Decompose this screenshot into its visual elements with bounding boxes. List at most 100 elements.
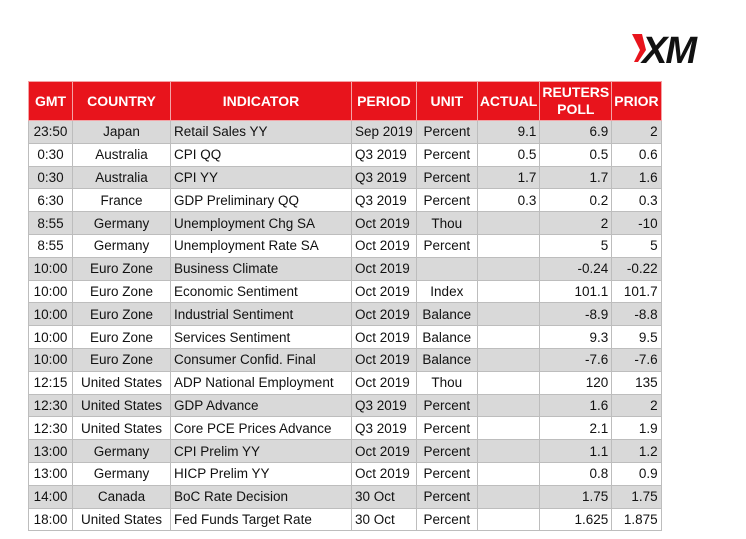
cell-prior: 2 [611,393,662,418]
cell-poll: 1.7 [539,165,613,190]
table-row: 0:30 Australia CPI QQ Q3 2019 Percent 0.5 0.5 0… [28,142,662,167]
cell-actual [476,507,541,532]
cell-unit: Percent [415,507,478,532]
cell-poll: 2.1 [539,416,613,441]
cell-country: Australia [72,142,171,167]
table-row: 14:00 Canada BoC Rate Decision 30 Oct Percen… [28,484,662,509]
cell-gmt: 14:00 [28,484,73,509]
cell-gmt: 10:00 [28,256,73,281]
table-row: 6:30 France GDP Preliminary QQ Q3 2019 Perce… [28,188,662,213]
cell-gmt: 23:50 [28,120,73,144]
cell-unit: Balance [415,325,478,349]
cell-period: Oct 2019 [351,370,417,395]
cell-poll: 9.3 [539,325,613,349]
cell-country: Euro Zone [72,256,171,281]
header-reuters-poll-line1: REUTERS [542,84,610,100]
cell-poll: 1.625 [539,507,613,532]
cell-indicator: Unemployment Chg SA [170,211,352,235]
table-row: 10:00 Euro Zone Economic Sentiment Oct 2019… [28,279,662,304]
cell-country: Euro Zone [72,302,171,327]
cell-gmt: 10:00 [28,302,73,327]
cell-gmt: 13:00 [28,461,73,486]
cell-poll: 0.8 [539,461,613,486]
table-row: 8:55 Germany Unemployment Chg SA Oct 2019 Th… [28,211,662,235]
table-body: 23:50 Japan Retail Sales YY Sep 2019 Percent… [28,120,662,532]
header-country: COUNTRY [72,81,171,121]
cell-prior: 0.9 [611,461,662,486]
table-row: 12:30 United States Core PCE Prices Advanc… [28,416,662,441]
table-row: 10:00 Euro Zone Consumer Confid. Final Oct … [28,347,662,372]
cell-gmt: 13:00 [28,439,73,463]
header-reuters-poll: REUTERS POLL [539,81,613,121]
cell-country: United States [72,393,171,418]
cell-gmt: 0:30 [28,142,73,167]
cell-indicator: GDP Advance [170,393,352,418]
cell-period: Sep 2019 [351,120,417,144]
cell-prior: 9.5 [611,325,662,349]
cell-poll: 1.75 [539,484,613,509]
cell-poll: -7.6 [539,347,613,372]
cell-unit [415,256,478,281]
header-indicator: INDICATOR [170,81,352,121]
table-row: 10:00 Euro Zone Business Climate Oct 2019 -0… [28,256,662,281]
cell-prior: 1.6 [611,165,662,190]
cell-country: Euro Zone [72,279,171,304]
cell-actual: 9.1 [476,120,541,144]
cell-indicator: Core PCE Prices Advance [170,416,352,441]
xm-logo-mark [632,34,646,62]
cell-period: Q3 2019 [351,416,417,441]
cell-country: France [72,188,171,213]
cell-gmt: 10:00 [28,325,73,349]
cell-period: Oct 2019 [351,325,417,349]
cell-actual [476,256,541,281]
xm-logo: XM [632,30,700,68]
cell-poll: 1.6 [539,393,613,418]
cell-country: Japan [72,120,171,144]
cell-indicator: Consumer Confid. Final [170,347,352,372]
cell-gmt: 0:30 [28,165,73,190]
table-row: 10:00 Euro Zone Services Sentiment Oct 2019… [28,325,662,349]
cell-prior: 1.2 [611,439,662,463]
cell-actual [476,461,541,486]
cell-period: Q3 2019 [351,393,417,418]
cell-unit: Percent [415,165,478,190]
cell-prior: 135 [611,370,662,395]
cell-indicator: HICP Prelim YY [170,461,352,486]
cell-prior: 0.6 [611,142,662,167]
cell-prior: -7.6 [611,347,662,372]
cell-unit: Percent [415,416,478,441]
cell-country: United States [72,507,171,532]
table-row: 12:15 United States ADP National Employmen… [28,370,662,395]
cell-poll: 5 [539,233,613,258]
cell-prior: -8.8 [611,302,662,327]
cell-period: Oct 2019 [351,347,417,372]
cell-gmt: 10:00 [28,279,73,304]
cell-unit: Balance [415,347,478,372]
cell-unit: Percent [415,188,478,213]
cell-actual: 1.7 [476,165,541,190]
cell-unit: Thou [415,211,478,235]
cell-gmt: 8:55 [28,211,73,235]
cell-prior: -0.22 [611,256,662,281]
cell-actual [476,393,541,418]
cell-prior: 0.3 [611,188,662,213]
cell-poll: -8.9 [539,302,613,327]
cell-poll: -0.24 [539,256,613,281]
cell-unit: Percent [415,484,478,509]
cell-poll: 2 [539,211,613,235]
cell-unit: Percent [415,439,478,463]
cell-unit: Percent [415,142,478,167]
cell-period: Oct 2019 [351,461,417,486]
cell-actual [476,370,541,395]
cell-unit: Percent [415,393,478,418]
cell-actual [476,211,541,235]
cell-period: 30 Oct [351,507,417,532]
cell-gmt: 12:30 [28,416,73,441]
cell-gmt: 12:30 [28,393,73,418]
cell-indicator: Industrial Sentiment [170,302,352,327]
cell-indicator: Retail Sales YY [170,120,352,144]
cell-poll: 120 [539,370,613,395]
cell-country: Germany [72,461,171,486]
cell-unit: Thou [415,370,478,395]
cell-gmt: 12:15 [28,370,73,395]
